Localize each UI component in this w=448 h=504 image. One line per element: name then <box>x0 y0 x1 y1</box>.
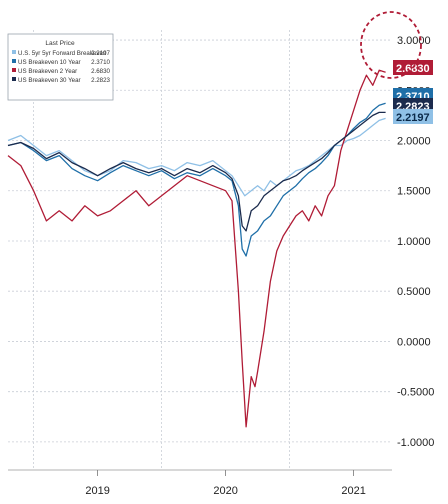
y-tick-label: -1.0000 <box>397 437 434 449</box>
y-tick-label: 3.0000 <box>397 35 431 47</box>
y-tick-label: 1.0000 <box>397 236 431 248</box>
legend-entry-name: US Breakeven 2 Year <box>18 68 77 75</box>
legend-entry-value: 2.3710 <box>91 59 110 66</box>
highlight-circle <box>360 11 422 79</box>
last-price-tag: 2.6830 <box>396 63 430 75</box>
legend-swatch <box>12 68 16 72</box>
series-layer <box>7 69 386 428</box>
legend-swatch <box>12 77 16 81</box>
y-tick-label: 0.0000 <box>397 336 431 348</box>
y-tick-label: 2.0000 <box>397 136 431 148</box>
x-tick-label: 2021 <box>341 485 365 497</box>
legend-box <box>7 33 114 101</box>
grid-layer <box>8 30 392 470</box>
legend-entry-value: 2.6830 <box>91 68 110 75</box>
x-tick-label: 2020 <box>213 485 237 497</box>
legend: Last Price U.S. 5yr 5yr Forward Breakeve… <box>7 33 114 101</box>
x-axis: 2019 2020 2021 <box>8 469 392 497</box>
legend-entry-value: 2.2197 <box>91 50 110 57</box>
y-tick-label: 1.5000 <box>397 186 431 198</box>
last-price-tag: 2.2197 <box>396 112 430 124</box>
last-price-tag-bg <box>393 109 433 124</box>
legend-title: Last Price <box>45 40 75 47</box>
series-line-2 <box>7 69 386 428</box>
legend-swatch <box>12 50 16 54</box>
x-tick-label: 2019 <box>85 485 109 497</box>
legend-entry-name: US Breakeven 30 Year <box>18 77 81 84</box>
legend-entry-value: 2.2823 <box>91 77 110 84</box>
legend-entry-name: US Breakeven 10 Year <box>18 59 81 66</box>
y-tick-label: 0.5000 <box>397 286 431 298</box>
legend-swatch <box>12 59 16 63</box>
legend-entry-name: U.S. 5yr 5yr Forward Breakeven <box>18 50 107 57</box>
series-line-3 <box>7 111 386 232</box>
y-tick-label: -0.5000 <box>397 387 434 399</box>
